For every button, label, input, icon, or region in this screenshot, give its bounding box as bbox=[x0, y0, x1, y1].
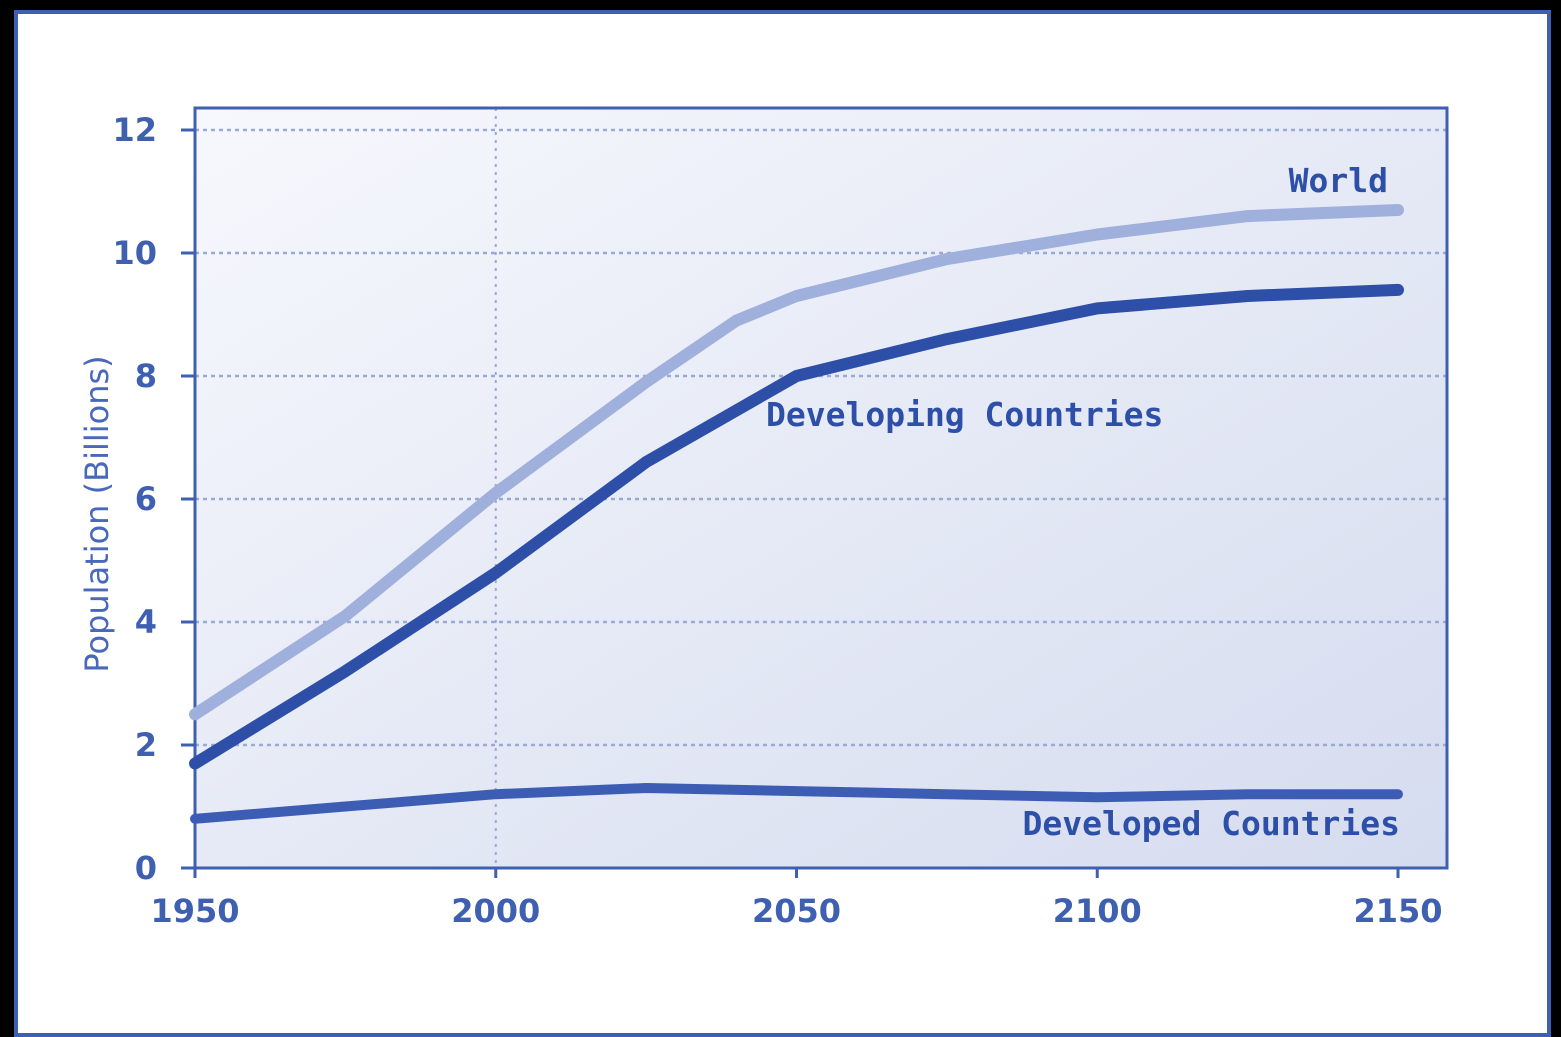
series-labels: World Developing Countries Developed Count… bbox=[766, 161, 1400, 843]
y-tick-label-4: 4 bbox=[135, 603, 157, 641]
series-lines bbox=[189, 204, 1404, 824]
axes bbox=[181, 106, 1449, 878]
y-tick-label-12: 12 bbox=[112, 111, 157, 149]
y-tick-label-8: 8 bbox=[135, 357, 157, 395]
series-line-developed-countries bbox=[190, 783, 1403, 824]
tick-labels: 0 2 4 6 8 10 12 1950 2000 2050 2100 2150 bbox=[112, 111, 1442, 930]
x-tick-label-1950: 1950 bbox=[150, 892, 239, 930]
x-tick-label-2150: 2150 bbox=[1353, 892, 1442, 930]
grid-lines bbox=[195, 108, 1447, 868]
y-axis-title: Population (Billions) bbox=[78, 355, 116, 672]
x-tick-label-2100: 2100 bbox=[1053, 892, 1142, 930]
x-tick-label-2050: 2050 bbox=[752, 892, 841, 930]
y-tick-label-6: 6 bbox=[135, 480, 157, 518]
series-label-developed-countries: Developed Countries bbox=[1023, 804, 1401, 843]
series-label-world: World bbox=[1289, 161, 1388, 200]
y-tick-label-2: 2 bbox=[135, 726, 157, 764]
plot-area bbox=[195, 108, 1447, 868]
series-line-developing-countries bbox=[189, 283, 1404, 770]
series-label-developing-countries: Developing Countries bbox=[766, 395, 1163, 434]
series-line-world bbox=[189, 204, 1404, 721]
y-tick-label-10: 10 bbox=[112, 234, 157, 272]
y-tick-label-0: 0 bbox=[135, 849, 157, 887]
x-tick-label-2000: 2000 bbox=[451, 892, 540, 930]
plot-border bbox=[193, 106, 1449, 870]
